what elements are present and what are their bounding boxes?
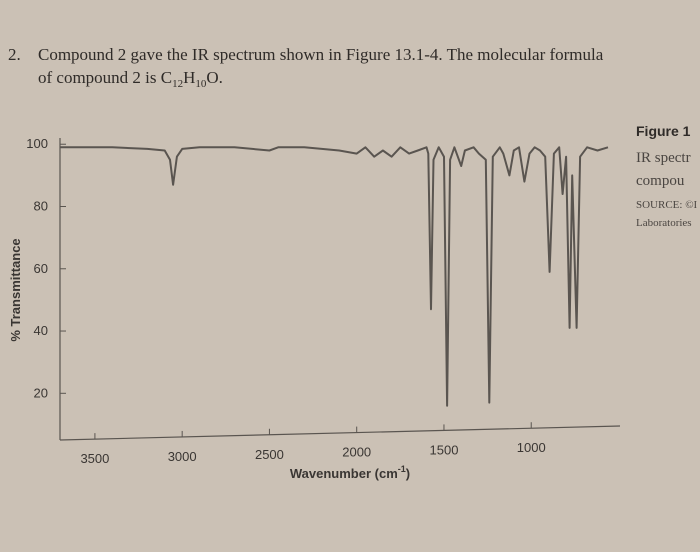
caption-line: compou (636, 173, 685, 189)
question-text: of compound 2 is C12H10O. (38, 68, 223, 90)
formula: C (161, 68, 172, 87)
caption-title: Figure 1 (636, 123, 691, 139)
x-tick-label: 2000 (342, 445, 371, 460)
superscript: -1 (398, 464, 406, 474)
y-axis-label: % Transmittance (8, 238, 23, 341)
y-tick-label: 60 (34, 261, 48, 276)
x-tick-label: 3500 (80, 451, 109, 466)
formula: H (183, 68, 195, 87)
text: of compound 2 is (38, 68, 161, 87)
formula: O. (206, 68, 223, 87)
x-tick-label: 1000 (517, 440, 546, 455)
text: Wavenumber (cm (290, 466, 398, 481)
subscript: 12 (172, 78, 183, 90)
x-tick-label: 1500 (430, 442, 459, 457)
question-text: Compound 2 gave the IR spectrum shown in… (38, 45, 604, 64)
x-axis (59, 425, 621, 441)
y-tick-label: 100 (26, 136, 48, 151)
y-tick-label: 20 (34, 385, 48, 400)
caption-line: SOURCE: ©I (636, 199, 698, 211)
x-tick-label: 3000 (168, 449, 197, 464)
caption-line: Laboratories (636, 217, 692, 229)
y-tick-label: 80 (34, 198, 48, 213)
question-number: 2. (8, 45, 21, 64)
subscript: 10 (195, 78, 207, 90)
x-tick-label: 2500 (255, 447, 284, 462)
text: ) (406, 466, 410, 481)
x-axis-label: Wavenumber (cm-1) (290, 464, 410, 481)
spectrum-line (60, 146, 609, 407)
y-tick-label: 40 (34, 323, 48, 338)
caption-line: IR spectr (636, 150, 691, 166)
